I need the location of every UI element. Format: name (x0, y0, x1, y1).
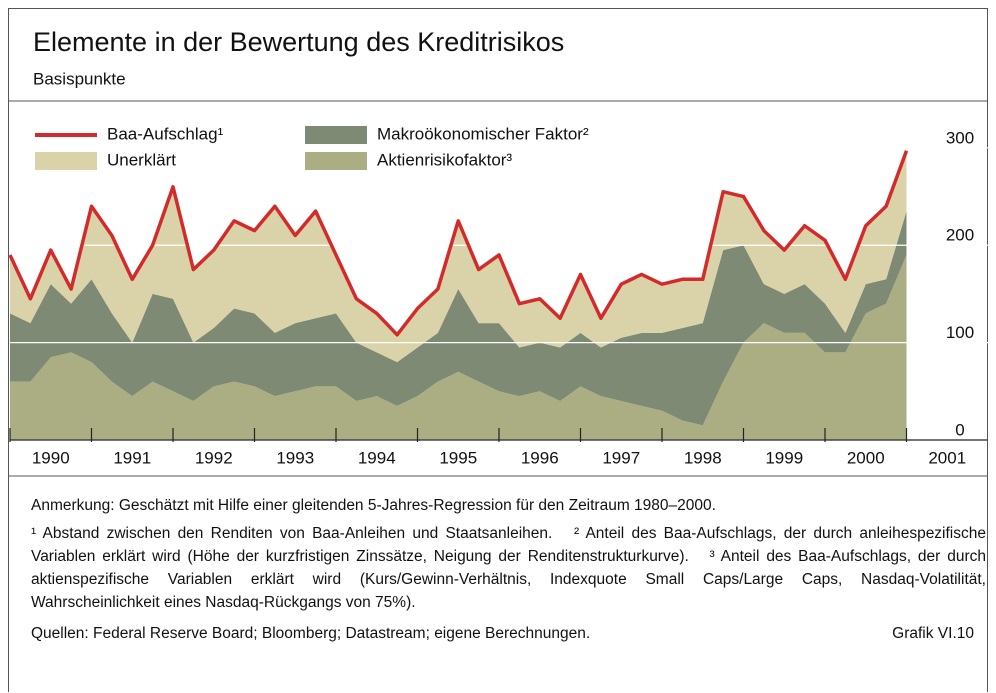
footnote: ³ Anteil des Baa-Aufschlags, der durch a… (31, 548, 986, 611)
area (10, 254, 907, 440)
line (8, 150, 909, 337)
footnotes: ¹ Abstand zwischen den Renditen von Baa-… (31, 522, 986, 614)
y-tick-label: 200 (946, 226, 974, 245)
x-tick-label: 1994 (358, 448, 396, 467)
x-tick-label: 2000 (847, 448, 885, 467)
x-tick-label: 1995 (439, 448, 477, 467)
x-tick-label: 1996 (521, 448, 559, 467)
remark: Anmerkung: Geschätzt mit Hilfe einer gle… (31, 497, 716, 514)
x-tick-label: 1990 (32, 448, 70, 467)
legend-swatch (35, 152, 97, 170)
chart: Elemente in der Bewertung des Kreditrisi… (8, 27, 988, 477)
chart-title: Elemente in der Bewertung des Kreditrisi… (33, 27, 564, 57)
legend-label: Unerklärt (107, 150, 176, 169)
legend-swatch (305, 152, 367, 170)
x-tick-label: 1999 (765, 448, 803, 467)
x-tick-label: 2001 (928, 448, 966, 467)
footnote: ¹ Abstand zwischen den Renditen von Baa-… (31, 525, 553, 542)
area (10, 211, 907, 426)
x-tick-label: 1998 (684, 448, 722, 467)
area (10, 150, 907, 363)
legend-label: Makroökonomischer Faktor² (377, 124, 589, 143)
notes: Anmerkung: Geschätzt mit Hilfe einer gle… (31, 494, 986, 645)
chart-subtitle: Basispunkte (33, 69, 126, 88)
y-tick-label: 0 (955, 420, 964, 439)
x-tick-label: 1997 (602, 448, 640, 467)
x-tick-label: 1993 (276, 448, 314, 467)
source: Quellen: Federal Reserve Board; Bloomber… (31, 625, 591, 642)
x-tick-label: 1992 (195, 448, 233, 467)
legend-swatch (305, 126, 367, 144)
y-tick-label: 100 (946, 323, 974, 342)
footnote: ² Anteil des Baa-Aufschlags, der durch a… (31, 525, 986, 565)
x-tick-label: 1991 (113, 448, 151, 467)
frame (8, 8, 988, 692)
legend-label: Aktienrisikofaktor³ (377, 150, 512, 169)
y-tick-label: 300 (946, 128, 974, 147)
figure-label: Grafik VI.10 (892, 625, 974, 642)
source-row: Quellen: Federal Reserve Board; Bloomber… (31, 622, 986, 645)
legend-label: Baa-Aufschlag¹ (107, 124, 224, 143)
